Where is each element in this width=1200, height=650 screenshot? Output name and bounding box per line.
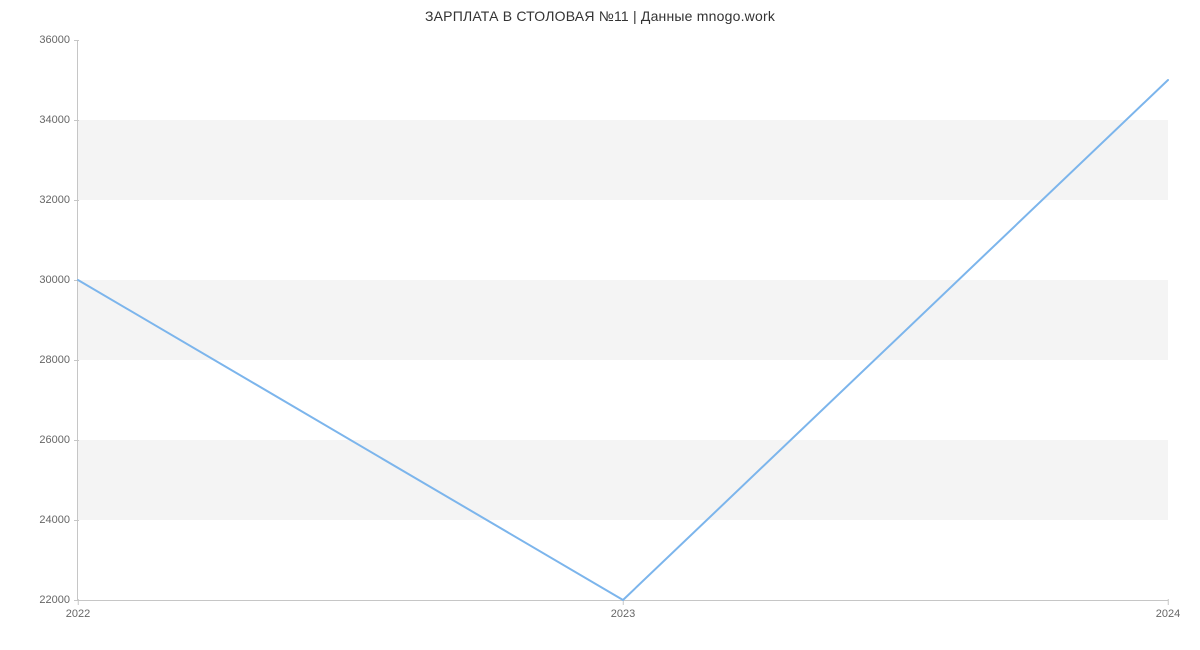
y-tick-label: 26000 [39, 434, 78, 446]
x-tick-label: 2024 [1156, 600, 1180, 620]
y-tick-label: 28000 [39, 354, 78, 366]
y-tick-label: 36000 [39, 34, 78, 46]
y-tick-label: 34000 [39, 114, 78, 126]
y-tick-label: 30000 [39, 274, 78, 286]
y-tick-label: 24000 [39, 514, 78, 526]
series-layer [78, 40, 1168, 600]
x-tick-label: 2022 [66, 600, 90, 620]
chart-title: ЗАРПЛАТА В СТОЛОВАЯ №11 | Данные mnogo.w… [0, 8, 1200, 24]
x-tick-label: 2023 [611, 600, 635, 620]
y-tick-label: 32000 [39, 194, 78, 206]
series-line-salary [78, 80, 1168, 600]
salary-line-chart: ЗАРПЛАТА В СТОЛОВАЯ №11 | Данные mnogo.w… [0, 0, 1200, 650]
plot-area: 2200024000260002800030000320003400036000… [78, 40, 1168, 600]
